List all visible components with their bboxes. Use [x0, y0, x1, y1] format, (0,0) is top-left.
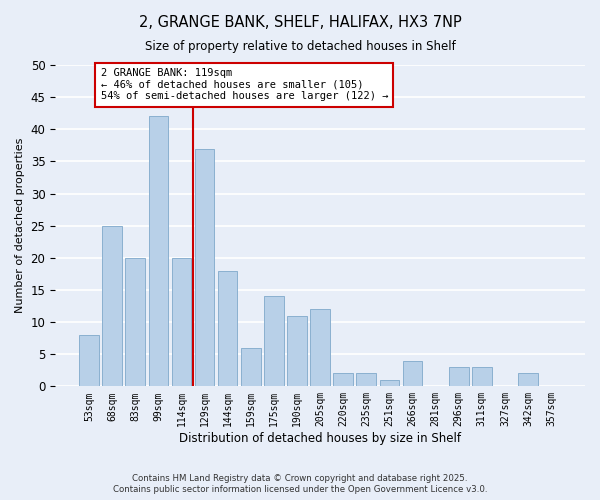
Bar [287, 316, 307, 386]
Bar [195, 148, 214, 386]
Bar [149, 116, 168, 386]
Text: 2 GRANGE BANK: 119sqm
← 46% of detached houses are smaller (105)
54% of semi-det: 2 GRANGE BANK: 119sqm ← 46% of detached … [101, 68, 388, 102]
Bar [472, 367, 491, 386]
Bar [449, 367, 469, 386]
Text: Contains HM Land Registry data © Crown copyright and database right 2025.
Contai: Contains HM Land Registry data © Crown c… [113, 474, 487, 494]
Bar [218, 270, 238, 386]
Bar [518, 374, 538, 386]
Bar [380, 380, 399, 386]
Text: 2, GRANGE BANK, SHELF, HALIFAX, HX3 7NP: 2, GRANGE BANK, SHELF, HALIFAX, HX3 7NP [139, 15, 461, 30]
Text: Size of property relative to detached houses in Shelf: Size of property relative to detached ho… [145, 40, 455, 53]
Bar [103, 226, 122, 386]
Bar [125, 258, 145, 386]
Bar [241, 348, 260, 387]
Bar [172, 258, 191, 386]
Bar [403, 360, 422, 386]
Bar [264, 296, 284, 386]
Bar [310, 309, 330, 386]
X-axis label: Distribution of detached houses by size in Shelf: Distribution of detached houses by size … [179, 432, 461, 445]
Bar [356, 374, 376, 386]
Bar [334, 374, 353, 386]
Y-axis label: Number of detached properties: Number of detached properties [15, 138, 25, 314]
Bar [79, 335, 99, 386]
